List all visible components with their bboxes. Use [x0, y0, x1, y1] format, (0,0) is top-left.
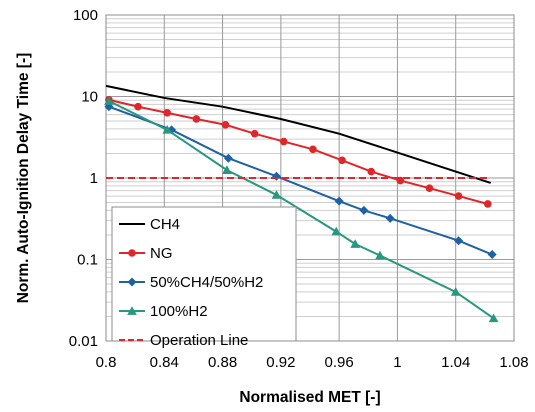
legend-entry: NG	[119, 245, 173, 262]
data-point	[334, 196, 344, 206]
series-ng	[105, 96, 492, 208]
data-point	[331, 226, 342, 236]
data-point	[223, 153, 233, 163]
series-line	[108, 98, 489, 205]
data-point	[385, 213, 395, 223]
x-tick-label: 0.84	[150, 354, 179, 371]
legend-label: NG	[150, 245, 173, 262]
data-point	[134, 102, 142, 111]
data-point	[487, 250, 497, 260]
legend-label: 100%H2	[150, 303, 208, 320]
legend-marker	[127, 277, 137, 287]
y-axis-title: Norm. Auto-Ignition Delay Time [-]	[15, 53, 32, 304]
series-line	[105, 84, 491, 184]
x-tick-label: 0.8	[96, 354, 117, 371]
data-point	[450, 287, 461, 296]
data-point	[454, 192, 463, 200]
data-point	[104, 96, 114, 105]
data-point	[163, 109, 171, 117]
legend: CH4 NG 50%CH4/50%H2 100%H2 Operation Line	[111, 206, 297, 349]
y-tick-label: 10	[81, 89, 98, 106]
data-point	[338, 156, 346, 165]
y-tick-label: 0.1	[77, 252, 98, 269]
y-tick-label: 100	[73, 7, 98, 24]
data-point	[454, 236, 464, 246]
series-layer	[104, 84, 499, 323]
y-tick-label: 0.01	[69, 333, 98, 350]
data-point	[425, 184, 434, 192]
legend-entry: Operation Line	[119, 332, 248, 349]
data-point	[350, 239, 360, 248]
x-tick-label: 1	[393, 354, 401, 371]
legend-label: CH4	[150, 216, 180, 233]
x-tick-label: 0.88	[208, 354, 237, 371]
legend-marker	[127, 306, 137, 315]
data-point	[271, 190, 282, 199]
data-point	[192, 115, 201, 123]
legend-entry: 50%CH4/50%H2	[119, 274, 263, 291]
series-ch4	[105, 84, 491, 184]
data-point	[375, 250, 385, 260]
legend-label: Operation Line	[150, 332, 248, 349]
legend-entry: 100%H2	[119, 303, 208, 320]
legend-label: 50%CH4/50%H2	[150, 274, 263, 291]
data-point	[279, 137, 288, 146]
series-100-h2	[104, 96, 499, 323]
data-point	[271, 171, 281, 181]
tick-labels: 0.8 0.84 0.88 0.92 0.96 1 1.04 1.08 0.01 0.1 1 10 10…	[69, 7, 529, 371]
legend-entry: CH4	[119, 216, 180, 233]
x-axis-title: Normalised MET [-]	[239, 389, 380, 406]
data-point	[221, 120, 230, 129]
data-point	[222, 165, 232, 174]
data-point	[162, 125, 172, 134]
x-tick-label: 0.96	[325, 354, 354, 371]
data-point	[250, 129, 259, 138]
data-point	[359, 205, 369, 215]
x-tick-label: 1.04	[441, 354, 470, 371]
x-tick-label: 0.92	[266, 354, 295, 371]
y-tick-label: 1	[90, 170, 98, 187]
x-tick-label: 1.08	[499, 354, 528, 371]
legend-marker	[128, 249, 136, 257]
data-point	[367, 167, 376, 176]
data-point	[483, 200, 492, 208]
data-point	[309, 145, 317, 154]
legend-box	[111, 206, 297, 342]
data-point	[488, 313, 499, 323]
